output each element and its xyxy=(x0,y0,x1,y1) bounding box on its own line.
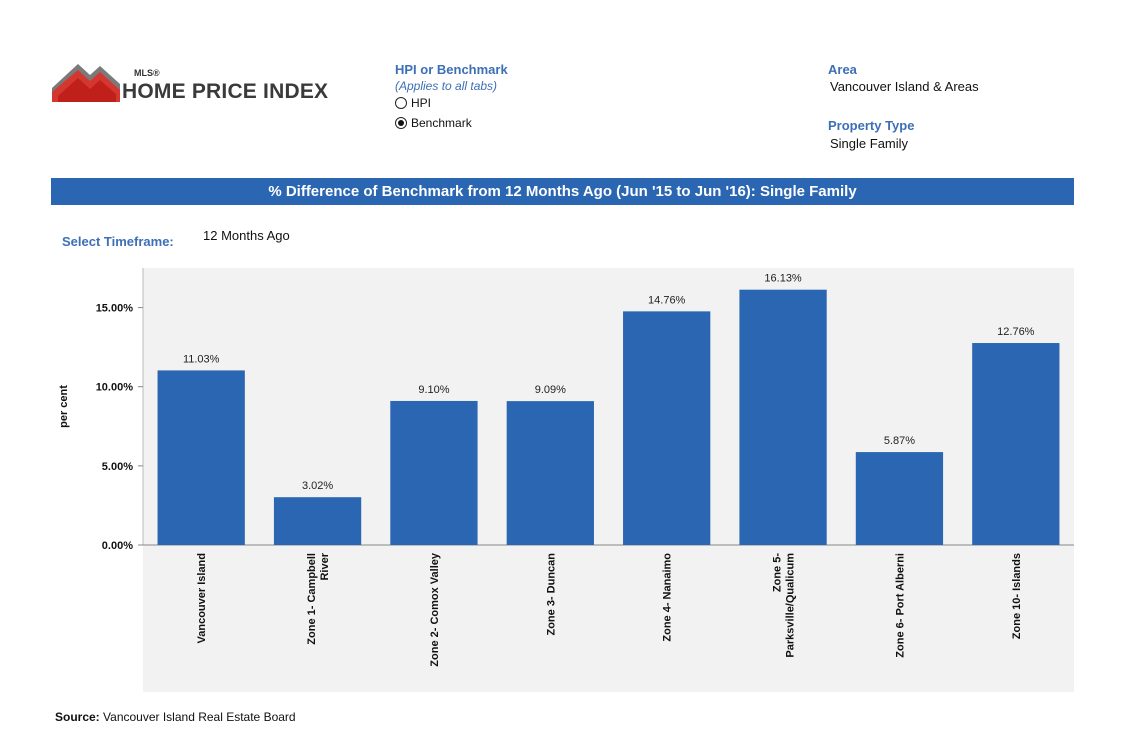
bar-value-label: 9.09% xyxy=(535,384,566,396)
source-label: Source: xyxy=(55,710,100,724)
x-tick-label: Zone 2- Comox Valley xyxy=(429,552,441,667)
x-tick-label-line: Parksville/Qualicum xyxy=(785,553,797,658)
category-area xyxy=(143,545,1074,692)
x-tick-label-line: Zone 1- Campbell xyxy=(306,553,318,645)
x-tick-label: Zone 6- Port Alberni xyxy=(894,553,906,658)
bar xyxy=(739,289,827,545)
bar xyxy=(623,311,711,545)
y-axis-title: per cent xyxy=(58,385,70,428)
y-tick-label: 0.00% xyxy=(102,540,133,552)
radio-option-hpi[interactable]: HPI xyxy=(395,96,431,110)
property-type-value[interactable]: Single Family xyxy=(830,136,909,151)
area-label: Area xyxy=(828,62,857,77)
x-tick-label: Zone 4- Nanaimo xyxy=(662,553,674,642)
hpi-selector-title: HPI or Benchmark xyxy=(395,62,508,77)
x-tick-label: Zone 1- CampbellRiver xyxy=(306,552,331,644)
logo-mls-mark: MLS® xyxy=(134,68,160,78)
x-tick-label: Zone 3- Duncan xyxy=(545,553,557,636)
bar xyxy=(855,452,944,545)
home-price-index-logo xyxy=(52,64,120,102)
logo-wordmark: HOME PRICE INDEX xyxy=(122,80,329,103)
chart-title: % Difference of Benchmark from 12 Months… xyxy=(268,183,857,200)
x-tick-label: Zone 10- Islands xyxy=(1011,553,1023,639)
x-tick-label-line: Zone 6- Port Alberni xyxy=(894,553,906,658)
y-tick-label: 5.00% xyxy=(102,461,133,473)
chart-title-banner: % Difference of Benchmark from 12 Months… xyxy=(51,178,1074,205)
x-tick-label: Vancouver Island xyxy=(196,553,208,643)
bar-value-label: 5.87% xyxy=(884,435,915,447)
x-tick-label-line: Vancouver Island xyxy=(196,553,208,643)
x-tick-label-line: Zone 10- Islands xyxy=(1011,553,1023,639)
source-note: Source: Vancouver Island Real Estate Boa… xyxy=(55,710,296,724)
x-tick-label-line: River xyxy=(319,552,331,580)
bar xyxy=(972,343,1060,545)
x-tick-label-line: Zone 2- Comox Valley xyxy=(429,552,441,667)
radio-label-hpi: HPI xyxy=(411,96,432,110)
x-tick-label-line: Zone 3- Duncan xyxy=(545,553,557,636)
property-type-label: Property Type xyxy=(828,118,915,133)
bar xyxy=(390,400,478,545)
bar-value-label: 9.10% xyxy=(418,384,449,396)
bar-value-label: 3.02% xyxy=(302,480,333,492)
bar xyxy=(273,497,362,545)
bar xyxy=(506,401,594,545)
x-tick-label-line: Zone 4- Nanaimo xyxy=(662,553,674,642)
hpi-selector-subtitle: (Applies to all tabs) xyxy=(395,79,498,93)
bar-chart: 0.00% 5.00% 10.00% 15.00% per cent 11.03% Vanc… xyxy=(51,268,1074,692)
radio-button-hpi[interactable] xyxy=(395,97,407,109)
bar xyxy=(157,370,245,545)
bar-value-label: 12.76% xyxy=(997,326,1035,338)
x-tick-label-line: Zone 5- xyxy=(772,553,784,592)
y-tick-label: 15.00% xyxy=(96,303,134,315)
bar-value-label: 16.13% xyxy=(764,273,802,285)
radio-label-benchmark: Benchmark xyxy=(411,116,472,130)
radio-option-benchmark[interactable]: Benchmark xyxy=(395,116,472,130)
bar-value-label: 11.03% xyxy=(183,353,220,365)
area-value[interactable]: Vancouver Island & Areas xyxy=(830,79,979,94)
x-tick-label: Zone 5-Parksville/Qualicum xyxy=(772,553,797,658)
y-tick-label: 10.00% xyxy=(96,382,134,394)
timeframe-label: Select Timeframe: xyxy=(62,234,174,249)
radio-button-benchmark[interactable] xyxy=(395,117,407,129)
source-value: Vancouver Island Real Estate Board xyxy=(103,710,296,724)
timeframe-value[interactable]: 12 Months Ago xyxy=(203,228,290,243)
bar-value-label: 14.76% xyxy=(648,294,686,306)
